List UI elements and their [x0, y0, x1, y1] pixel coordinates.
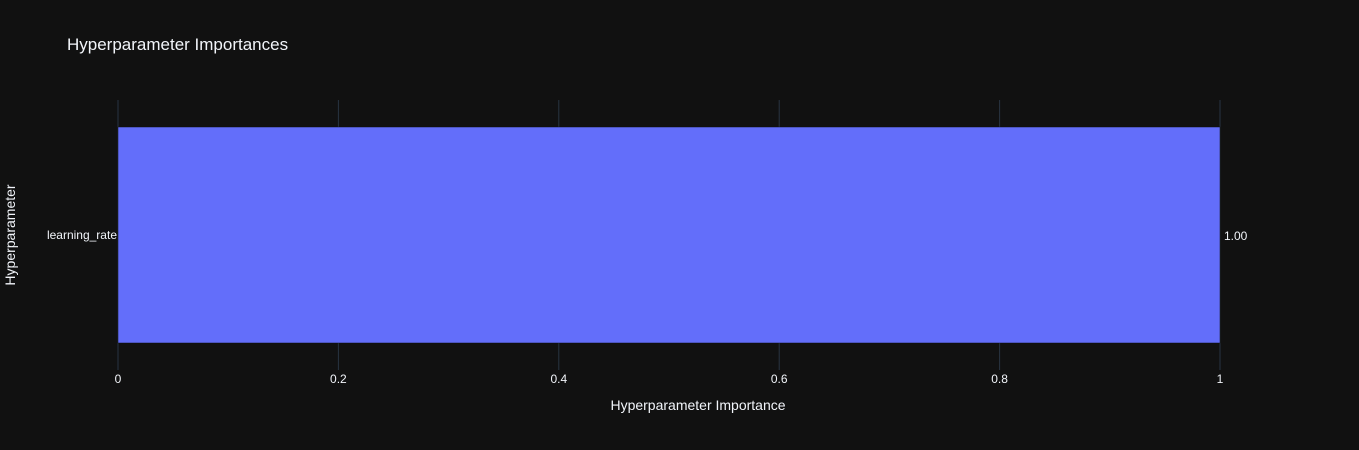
x-tick-label: 0.8 — [991, 372, 1008, 386]
bar-value-label: 1.00 — [1224, 229, 1248, 243]
x-axis-title: Hyperparameter Importance — [610, 397, 785, 413]
x-tick-label: 1 — [1217, 372, 1224, 386]
x-axis-ticks: 0 0.2 0.4 0.6 0.8 1 — [115, 372, 1224, 386]
x-tick-label: 0.6 — [771, 372, 788, 386]
bar-learning_rate[interactable] — [117, 126, 1221, 344]
x-tick-label: 0 — [115, 372, 122, 386]
x-tick-label: 0.2 — [330, 372, 347, 386]
y-axis-categories: learning_rate — [47, 228, 117, 242]
x-tick-label: 0.4 — [550, 372, 567, 386]
chart-title: Hyperparameter Importances — [67, 35, 288, 54]
y-category-label: learning_rate — [47, 228, 117, 242]
y-axis-title: Hyperparameter — [2, 184, 18, 285]
bars: 1.00 — [117, 126, 1248, 344]
